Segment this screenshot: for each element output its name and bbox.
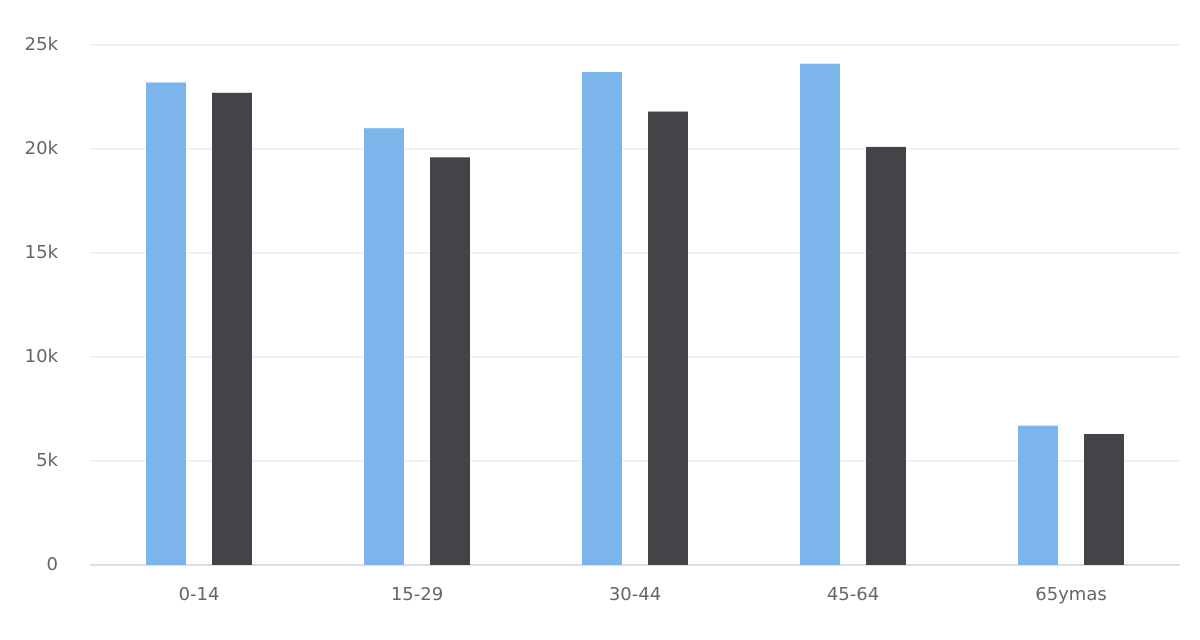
bar bbox=[1018, 425, 1058, 565]
x-tick-label: 30-44 bbox=[609, 584, 661, 605]
bar bbox=[648, 111, 688, 565]
bar bbox=[430, 157, 470, 565]
y-tick-label: 0 bbox=[47, 554, 58, 575]
y-tick-label: 5k bbox=[36, 450, 58, 471]
bar bbox=[582, 72, 622, 565]
y-tick-label: 10k bbox=[25, 346, 59, 367]
x-tick-label: 45-64 bbox=[827, 584, 879, 605]
bar bbox=[866, 146, 906, 566]
y-tick-label: 15k bbox=[25, 242, 59, 263]
bar bbox=[1084, 433, 1124, 565]
y-tick-label: 25k bbox=[25, 34, 59, 55]
bar bbox=[146, 82, 186, 565]
bar bbox=[212, 92, 252, 565]
x-tick-label: 65ymas bbox=[1035, 584, 1107, 605]
bar bbox=[800, 63, 840, 565]
y-tick-label: 20k bbox=[25, 138, 59, 159]
x-tick-label: 15-29 bbox=[391, 584, 443, 605]
x-tick-label: 0-14 bbox=[179, 584, 220, 605]
bar bbox=[364, 128, 404, 565]
